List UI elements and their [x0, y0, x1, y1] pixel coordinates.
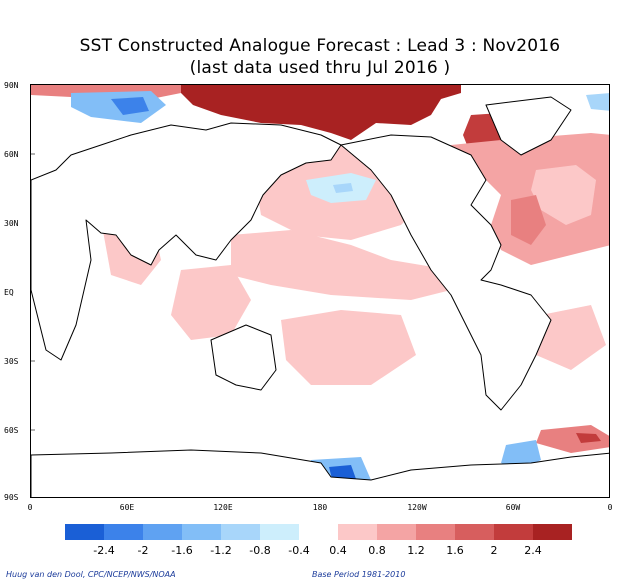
colorbar-swatch: [260, 524, 299, 540]
lon-label: 0: [607, 503, 613, 512]
lon-label: 180: [312, 503, 328, 512]
lon-label: 60E: [119, 503, 135, 512]
americas-landmass: [340, 134, 552, 411]
colorbar-tick-label: 2: [490, 544, 498, 557]
arctic-warm-anomaly: [181, 85, 461, 140]
colorbar-tick-label: -1.2: [210, 544, 232, 557]
colorbar-tick-label: 0.8: [368, 544, 386, 557]
western-pacific-warm: [171, 265, 251, 340]
sst-anomaly-map: [30, 84, 610, 498]
credit-author: Huug van den Dool, CPC/NCEP/NWS/NOAA: [6, 570, 176, 579]
arctic-cool-east: [586, 93, 609, 111]
lat-label: 90N: [4, 81, 19, 90]
colorbar-tick-label: -0.8: [249, 544, 271, 557]
credit-base-period: Base Period 1981-2010: [312, 570, 406, 579]
north-atlantic-warm-strong: [511, 195, 546, 245]
colorbar-swatch: [338, 524, 377, 540]
greenland-landmass: [485, 96, 572, 156]
lat-label: 60N: [4, 150, 19, 159]
arctic-cool-core: [111, 97, 149, 115]
tropical-pacific-warm: [231, 230, 471, 300]
eurasia-africa-landmass: [31, 122, 342, 361]
south-atlantic-warm: [536, 305, 606, 370]
colorbar-swatch: [455, 524, 494, 540]
colorbar-swatch: [182, 524, 221, 540]
colorbar-swatch: [416, 524, 455, 540]
colorbar-swatch: [143, 524, 182, 540]
colorbar-swatch: [533, 524, 572, 540]
australia-landmass: [210, 324, 277, 391]
south-pacific-warm: [281, 310, 416, 385]
colorbar-swatch: [221, 524, 260, 540]
north-atlantic-warm-core: [531, 165, 596, 225]
north-pacific-cool-core: [333, 183, 353, 193]
lat-label: 30N: [4, 219, 19, 228]
lon-label: 60W: [505, 503, 521, 512]
map-subtitle: (last data used thru Jul 2016 ): [189, 58, 451, 78]
colorbar-tick-label: 1.2: [407, 544, 425, 557]
colorbar-swatch: [377, 524, 416, 540]
lat-label: 60S: [4, 426, 19, 435]
colorbar-tick-label: 2.4: [524, 544, 542, 557]
colorbar-tick-label: -1.6: [171, 544, 193, 557]
colorbar-tick-label: -2.4: [93, 544, 115, 557]
colorbar-swatch: [104, 524, 143, 540]
antarctica-landmass: [31, 449, 609, 497]
colorbar-swatch: [494, 524, 533, 540]
map-title: SST Constructed Analogue Forecast : Lead…: [79, 36, 561, 56]
colorbar-swatch: [299, 524, 338, 540]
lat-label: EQ: [4, 288, 14, 297]
colorbar-tick-label: 0.4: [329, 544, 347, 557]
colorbar-tick-label: 1.6: [446, 544, 464, 557]
lon-label: 0: [27, 503, 33, 512]
colorbar-tick-label: -2: [137, 544, 149, 557]
lat-label: 90S: [4, 493, 19, 502]
lon-label: 120W: [407, 503, 427, 512]
lon-label: 120E: [213, 503, 233, 512]
colorbar-swatch: [65, 524, 104, 540]
southern-ocean-warm-core: [576, 433, 601, 443]
map-canvas: [31, 85, 609, 497]
lat-label: 30S: [4, 357, 19, 366]
southern-ocean-warm: [536, 425, 609, 453]
colorbar-tick-label: -0.4: [288, 544, 310, 557]
